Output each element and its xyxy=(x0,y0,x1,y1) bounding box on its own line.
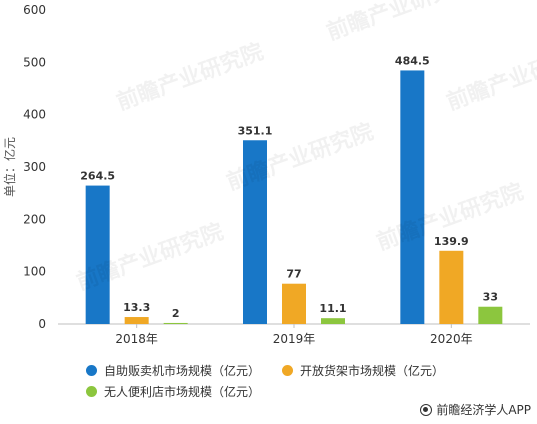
credit-text: 前瞻经济学人APP xyxy=(436,403,531,417)
data-label: 351.1 xyxy=(238,124,273,137)
bar xyxy=(243,140,267,324)
y-axis-title: 单位：亿元 xyxy=(2,137,17,197)
watermark-text: 前瞻产业研究院 xyxy=(323,0,477,46)
legend-item-unmanned-store: 无人便利店市场规模（亿元） xyxy=(86,383,260,400)
data-label: 2 xyxy=(172,307,180,320)
data-label: 13.3 xyxy=(123,301,150,314)
data-label: 77 xyxy=(286,268,301,281)
x-tick-label: 2020年 xyxy=(430,332,473,346)
data-label: 11.1 xyxy=(319,302,346,315)
legend-swatch-open-shelf xyxy=(282,365,293,376)
credit-logo-icon xyxy=(420,403,433,416)
legend-item-vending: 自助贩卖机市场规模（亿元） xyxy=(86,362,260,379)
legend-swatch-vending xyxy=(86,365,97,376)
y-tick-label: 500 xyxy=(23,55,46,69)
data-label: 139.9 xyxy=(434,235,469,248)
data-label: 33 xyxy=(483,291,498,304)
watermark-text: 前瞻产业研究院 xyxy=(113,39,267,116)
legend-item-open-shelf: 开放货架市场规模（亿元） xyxy=(282,362,444,379)
y-tick-label: 100 xyxy=(23,265,46,279)
bar xyxy=(400,70,425,324)
x-tick-label: 2019年 xyxy=(273,332,316,346)
legend-label-unmanned-store: 无人便利店市场规模（亿元） xyxy=(104,385,261,399)
y-tick-label: 400 xyxy=(23,108,46,122)
watermark-text: 前瞻产业研究院 xyxy=(443,39,537,116)
data-label: 484.5 xyxy=(395,54,430,67)
bar xyxy=(282,283,306,324)
x-tick-label: 2018年 xyxy=(115,332,158,346)
y-tick-label: 200 xyxy=(23,212,46,226)
legend-label-vending: 自助贩卖机市场规模（亿元） xyxy=(104,364,261,378)
credit: 前瞻经济学人APP xyxy=(420,401,531,418)
bar xyxy=(321,318,345,324)
legend-label-open-shelf: 开放货架市场规模（亿元） xyxy=(300,364,445,378)
legend-swatch-unmanned-store xyxy=(86,386,97,397)
data-label: 264.5 xyxy=(80,170,115,183)
y-tick-label: 600 xyxy=(23,3,46,17)
y-tick-label: 300 xyxy=(23,160,46,174)
bar xyxy=(124,317,149,324)
y-tick-label: 0 xyxy=(38,317,46,331)
bar xyxy=(439,250,464,324)
bar xyxy=(85,185,110,324)
bar xyxy=(478,306,503,324)
bar xyxy=(163,322,188,324)
